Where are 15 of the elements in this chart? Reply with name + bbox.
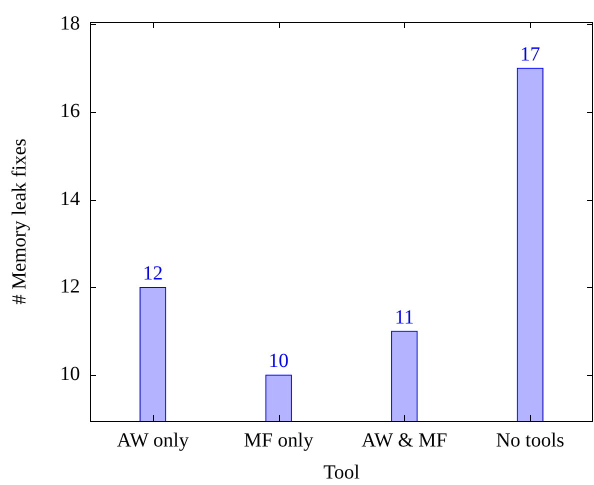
x-tick-label: MF only <box>244 429 314 452</box>
data-label: 12 <box>142 262 163 285</box>
y-tick-label: 16 <box>60 100 80 122</box>
x-tick-label: No tools <box>496 429 565 452</box>
y-axis-title: # Memory leak fixes <box>8 138 30 305</box>
y-tick-label: 12 <box>60 276 80 298</box>
data-label: 17 <box>520 43 540 66</box>
x-tick-label: AW only <box>116 429 189 452</box>
data-label: 11 <box>394 306 414 328</box>
data-label: 10 <box>268 350 289 372</box>
y-tick-label: 18 <box>60 12 80 34</box>
x-axis-title: Tool <box>323 461 360 484</box>
y-tick-label: 14 <box>60 188 80 210</box>
x-tick-label: AW & MF <box>361 429 448 452</box>
y-tick-label: 10 <box>60 363 80 386</box>
